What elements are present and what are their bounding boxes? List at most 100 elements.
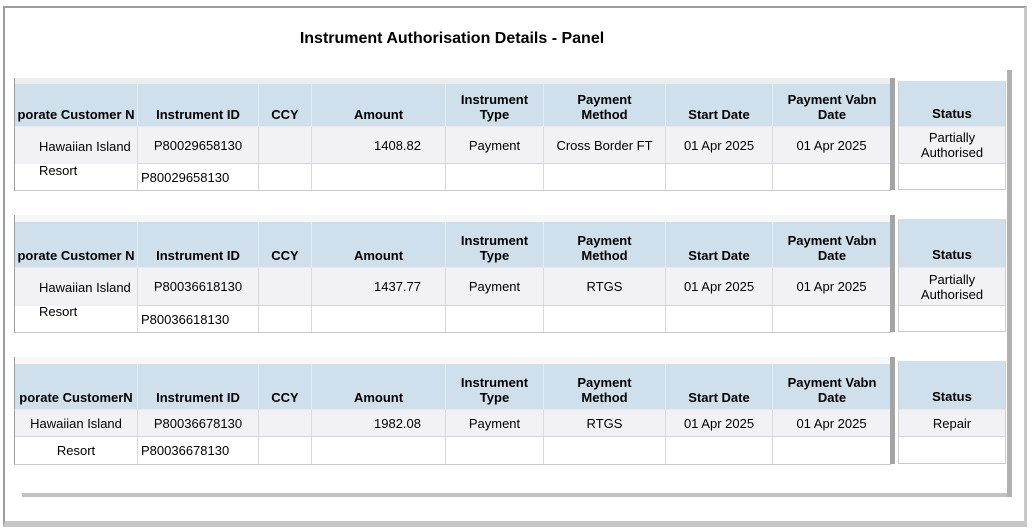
- cell-empty: [666, 164, 773, 190]
- cell-empty: [259, 164, 312, 190]
- cell-status-row2: [898, 306, 1006, 332]
- cell-empty: [544, 164, 666, 190]
- cell-payment-method: RTGS: [544, 410, 666, 437]
- panel-bottom-shadow: [22, 493, 1007, 497]
- column-header-status: Status: [898, 219, 1006, 268]
- column-header-payment-value-date: Payment Vabn Date: [787, 233, 877, 263]
- status-column: Status Partially Authorised: [898, 219, 1006, 332]
- column-header-instrument-id: Instrument ID: [138, 84, 259, 126]
- cell-ccy: [259, 268, 312, 306]
- cell-ccy: [259, 410, 312, 437]
- cell-instrument-id: P80036678130: [138, 410, 259, 437]
- table-top-strip: [14, 78, 892, 84]
- table-body: Hawaiian Island Resort P80036618130 1437…: [14, 268, 891, 333]
- column-header-status: Status: [898, 81, 1006, 127]
- cell-status-row2: [898, 164, 1006, 190]
- column-header-instrument-id: Instrument ID: [138, 222, 259, 267]
- cell-instrument-id: P80029658130: [138, 127, 259, 164]
- cell-customer-name-line2: Resort: [15, 437, 138, 464]
- cell-amount: 1437.77: [312, 268, 446, 306]
- page-title: Instrument Authorisation Details - Panel: [299, 30, 605, 47]
- cell-empty: [312, 306, 446, 332]
- column-header-instrument-id: Instrument ID: [138, 364, 259, 409]
- cell-payment-value-date: 01 Apr 2025: [773, 127, 891, 164]
- cell-empty: [773, 164, 891, 190]
- cell-empty: [773, 437, 891, 464]
- cell-instrument-type: Payment: [446, 127, 544, 164]
- column-header-payment-method: Payment Method: [544, 222, 666, 267]
- column-header-instrument-type: Instrument Type: [446, 84, 544, 126]
- table-main-area: porate Customer N Instrument ID CCY Amou…: [14, 222, 891, 333]
- instrument-table-2: porate Customer N Instrument ID CCY Amou…: [14, 215, 1006, 333]
- cell-start-date: 01 Apr 2025: [666, 268, 773, 306]
- table-main-area: porate CustomerN Instrument ID CCY Amoun…: [14, 364, 891, 465]
- table-body: Hawaiian Island Resort P80029658130 1408…: [14, 127, 891, 191]
- status-divider-shadow: [890, 357, 895, 464]
- column-header-customer: porate CustomerN: [15, 364, 138, 409]
- cell-status: Partially Authorised: [898, 268, 1006, 306]
- status-column: Status Repair: [898, 361, 1006, 464]
- status-divider-shadow: [890, 215, 895, 332]
- column-header-ccy: CCY: [259, 364, 312, 409]
- cell-instrument-type: Payment: [446, 268, 544, 306]
- column-header-amount: Amount: [312, 84, 446, 126]
- instrument-table-1: porate Customer N Instrument ID CCY Amou…: [14, 78, 1006, 191]
- column-header-ccy: CCY: [259, 222, 312, 267]
- table-main-area: porate Customer N Instrument ID CCY Amou…: [14, 84, 891, 191]
- column-header-instrument-type: Instrument Type: [446, 364, 544, 409]
- cell-start-date: 01 Apr 2025: [666, 410, 773, 437]
- cell-empty: [446, 306, 544, 332]
- cell-instrument-id: P80036618130: [138, 268, 259, 306]
- column-header-ccy: CCY: [259, 84, 312, 126]
- status-column: Status Partially Authorised: [898, 81, 1006, 190]
- column-header-payment-value-date: Payment Vabn Date: [787, 92, 877, 122]
- column-header-payment-method: Payment Method: [544, 84, 666, 126]
- panel-right-shadow: [1007, 70, 1012, 497]
- cell-empty: [312, 164, 446, 190]
- cell-ccy: [259, 127, 312, 164]
- cell-status-row2: [898, 437, 1006, 464]
- column-header-amount: Amount: [312, 364, 446, 409]
- table-top-strip: [14, 357, 892, 364]
- cell-customer-name-line1: Hawaiian Island: [15, 410, 138, 437]
- table-top-strip: [14, 215, 892, 222]
- cell-customer-name: Hawaiian Island Resort: [15, 268, 138, 332]
- table-header-row: porate Customer N Instrument ID CCY Amou…: [14, 222, 891, 268]
- cell-customer-name: Hawaiian Island Resort: [15, 127, 138, 190]
- cell-instrument-type: Payment: [446, 410, 544, 437]
- cell-payment-method: Cross Border FT: [544, 127, 666, 164]
- cell-payment-method: RTGS: [544, 268, 666, 306]
- column-header-start-date: Start Date: [666, 364, 773, 409]
- cell-status: Partially Authorised: [898, 127, 1006, 164]
- cell-status: Repair: [898, 410, 1006, 437]
- column-header-customer: porate Customer N: [15, 222, 138, 267]
- cell-instrument-id-row2: P80029658130: [138, 164, 259, 190]
- cell-payment-value-date: 01 Apr 2025: [773, 410, 891, 437]
- cell-empty: [544, 437, 666, 464]
- cell-amount: 1982.08: [312, 410, 446, 437]
- column-header-amount: Amount: [312, 222, 446, 267]
- cell-empty: [312, 437, 446, 464]
- cell-empty: [446, 164, 544, 190]
- status-divider-shadow: [890, 78, 895, 190]
- cell-empty: [666, 306, 773, 332]
- table-header-row: porate CustomerN Instrument ID CCY Amoun…: [14, 364, 891, 410]
- column-header-start-date: Start Date: [666, 222, 773, 267]
- column-header-status: Status: [898, 361, 1006, 410]
- cell-empty: [446, 437, 544, 464]
- cell-empty: [259, 306, 312, 332]
- cell-instrument-id-row2: P80036678130: [138, 437, 259, 464]
- column-header-instrument-type: Instrument Type: [446, 222, 544, 267]
- table-header-row: porate Customer N Instrument ID CCY Amou…: [14, 84, 891, 127]
- cell-amount: 1408.82: [312, 127, 446, 164]
- cell-start-date: 01 Apr 2025: [666, 127, 773, 164]
- cell-instrument-id-row2: P80036618130: [138, 306, 259, 332]
- cell-empty: [259, 437, 312, 464]
- column-header-payment-method: Payment Method: [544, 364, 666, 409]
- instrument-table-3: porate CustomerN Instrument ID CCY Amoun…: [14, 357, 1006, 465]
- table-body: Hawaiian Island P80036678130 1982.08 Pay…: [14, 410, 891, 465]
- column-header-payment-value-date: Payment Vabn Date: [787, 375, 877, 405]
- column-header-start-date: Start Date: [666, 84, 773, 126]
- cell-payment-value-date: 01 Apr 2025: [773, 268, 891, 306]
- column-header-customer: porate Customer N: [15, 84, 138, 126]
